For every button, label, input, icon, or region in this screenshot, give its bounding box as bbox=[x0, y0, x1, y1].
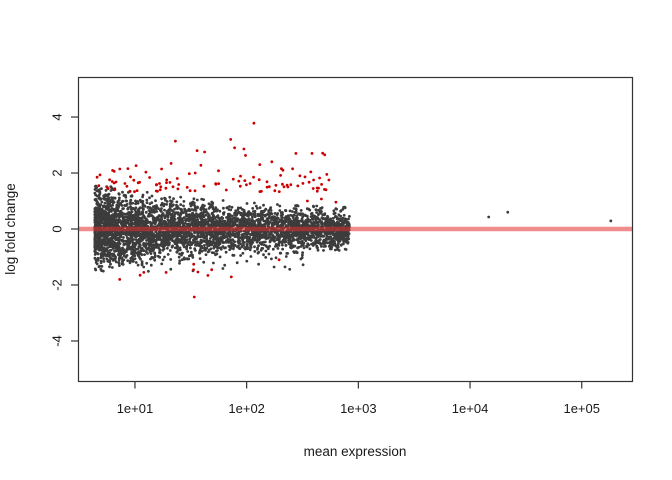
x-tick-label: 1e+01 bbox=[117, 401, 154, 416]
y-tick-label: 2 bbox=[50, 169, 65, 176]
scatter-points bbox=[93, 121, 613, 299]
x-tick-label: 1e+02 bbox=[228, 401, 265, 416]
x-tick-label: 1e+05 bbox=[563, 401, 600, 416]
x-tick-label: 1e+03 bbox=[340, 401, 377, 416]
y-tick-label: -2 bbox=[50, 279, 65, 291]
zero-reference-line bbox=[78, 226, 632, 232]
axes: 1e+01 1e+02 1e+03 1e+04 1e+05 -4 -2 0 2 4 bbox=[50, 76, 634, 416]
x-axis-title: mean expression bbox=[304, 444, 407, 459]
series-significant bbox=[95, 121, 338, 299]
y-tick-label: 0 bbox=[50, 225, 65, 232]
x-tick-label: 1e+04 bbox=[452, 401, 489, 416]
y-tick-label: -4 bbox=[50, 335, 65, 347]
y-axis-title: log fold change bbox=[3, 183, 18, 275]
y-tick-label: 4 bbox=[50, 113, 65, 120]
